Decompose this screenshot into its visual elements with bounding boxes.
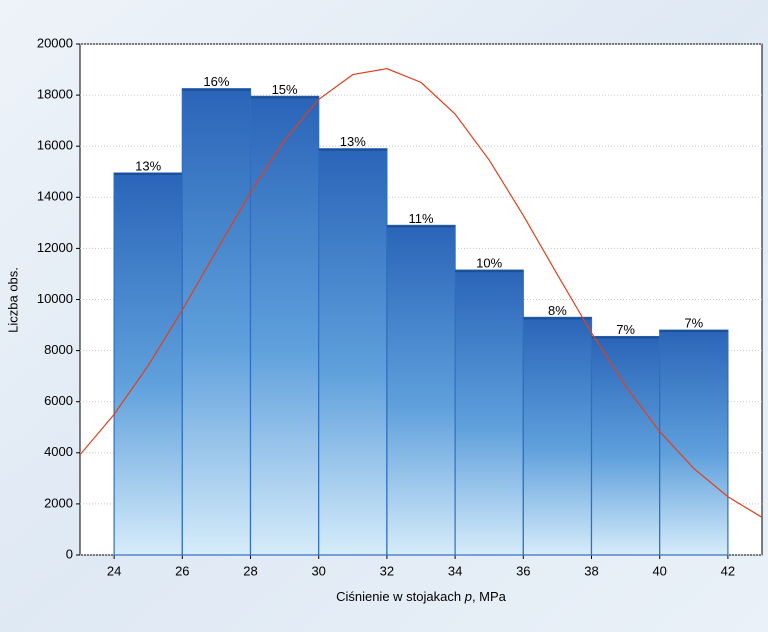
- bar-label: 13%: [135, 158, 161, 173]
- bar: [113, 172, 183, 556]
- bar: [318, 148, 388, 556]
- x-tick-label: 42: [721, 563, 735, 578]
- y-tick-label: 20000: [37, 35, 73, 50]
- bar-label: 11%: [408, 211, 433, 226]
- y-tick-label: 0: [66, 546, 73, 561]
- bar: [386, 224, 456, 556]
- y-tick-label: 16000: [37, 138, 73, 153]
- x-tick-label: 34: [448, 563, 462, 578]
- y-tick-label: 6000: [44, 393, 73, 408]
- x-axis-label-part: , MPa: [472, 589, 507, 604]
- bar-label: 16%: [203, 74, 229, 89]
- bar: [454, 269, 524, 556]
- bar: [659, 329, 729, 556]
- bar-label: 10%: [476, 256, 502, 271]
- bar-label: 15%: [272, 82, 298, 97]
- y-tick-label: 10000: [37, 291, 73, 306]
- x-tick-label: 28: [243, 563, 257, 578]
- bar: [249, 95, 320, 556]
- x-tick-label: 24: [107, 563, 121, 578]
- x-axis-label-part: p: [464, 589, 472, 604]
- bar: [590, 335, 661, 556]
- x-axis-label-part: Ciśnienie w stojakach: [336, 589, 465, 604]
- y-tick-label: 2000: [44, 495, 73, 510]
- bar: [181, 88, 252, 556]
- y-tick-label: 8000: [44, 342, 73, 357]
- x-tick-label: 38: [584, 563, 598, 578]
- bar-label: 8%: [548, 303, 567, 318]
- bar-label: 7%: [684, 316, 703, 331]
- y-axis-label: Liczba obs.: [5, 267, 20, 333]
- y-tick-label: 14000: [37, 189, 73, 204]
- y-tick-label: 12000: [37, 240, 73, 255]
- x-tick-label: 30: [311, 563, 325, 578]
- fit-curve: [80, 68, 762, 518]
- x-tick-label: 40: [652, 563, 666, 578]
- x-tick-label: 36: [516, 563, 530, 578]
- y-tick-label: 4000: [44, 444, 73, 459]
- x-tick-label: 26: [175, 563, 189, 578]
- bar-label: 7%: [616, 322, 635, 337]
- x-axis-label: Ciśnienie w stojakach p, MPa: [336, 589, 507, 604]
- bar-label: 13%: [340, 134, 366, 149]
- bar: [522, 316, 593, 556]
- x-tick-label: 32: [380, 563, 394, 578]
- y-tick-label: 18000: [37, 87, 73, 102]
